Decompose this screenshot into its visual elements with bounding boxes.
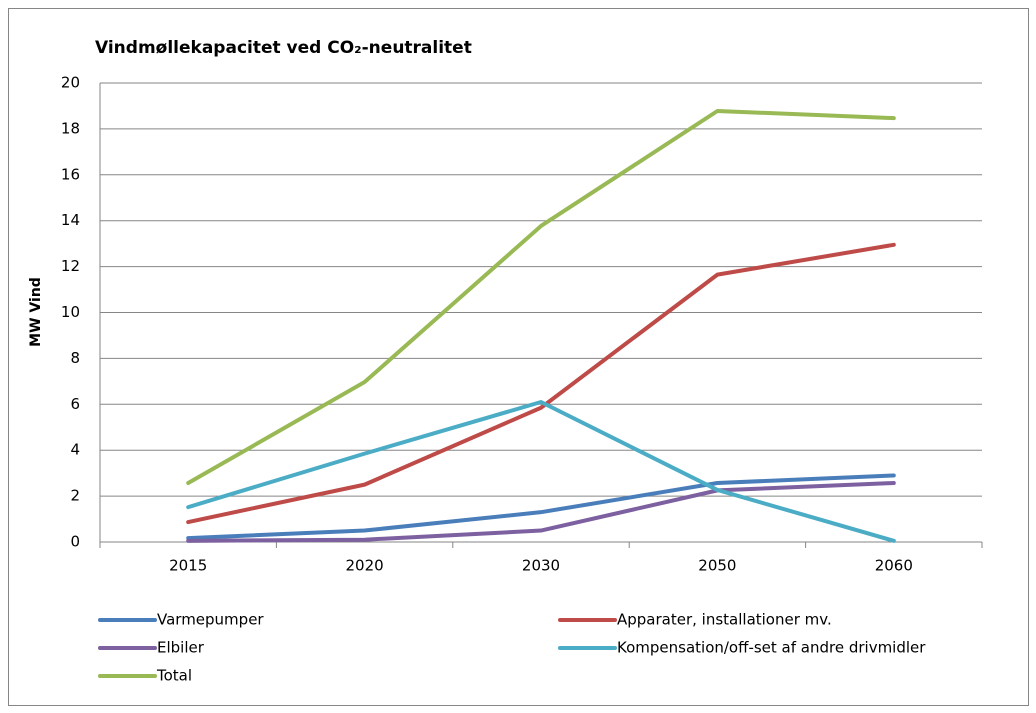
- y-tick-label: 2: [70, 487, 80, 505]
- x-tick-label: 2060: [875, 557, 913, 575]
- y-tick-label: 4: [70, 441, 80, 459]
- chart-title: Vindmøllekapacitet ved CO₂-neutralitet: [95, 38, 472, 58]
- y-tick-label: 12: [61, 257, 80, 275]
- legend-label: Total: [156, 667, 192, 685]
- y-tick-label: 8: [70, 349, 80, 367]
- legend-label: Varmepumper: [157, 611, 264, 629]
- y-tick-label: 0: [70, 533, 80, 551]
- legend-label: Elbiler: [157, 639, 205, 657]
- series-line: [186, 481, 896, 543]
- y-tick-label: 10: [61, 303, 80, 321]
- y-axis-label: MW Vind: [28, 277, 44, 347]
- series-line: [186, 242, 896, 525]
- series-line: [186, 473, 896, 541]
- x-tick-label: 2015: [169, 557, 207, 575]
- y-tick-label: 6: [70, 395, 80, 413]
- x-tick-label: 2030: [522, 557, 560, 575]
- y-tick-label: 18: [61, 119, 80, 137]
- y-tick-label: 14: [61, 211, 80, 229]
- y-tick-label: 16: [61, 165, 80, 183]
- legend-label: Apparater, installationer mv.: [617, 611, 832, 629]
- y-tick-label: 20: [61, 74, 80, 92]
- chart-frame: [8, 8, 1029, 706]
- legend-label: Kompensation/off-set af andre drivmidler: [617, 639, 926, 657]
- x-tick-label: 2050: [698, 557, 736, 575]
- x-tick-label: 2020: [346, 557, 384, 575]
- series-line: [186, 108, 896, 486]
- series-line: [186, 400, 896, 543]
